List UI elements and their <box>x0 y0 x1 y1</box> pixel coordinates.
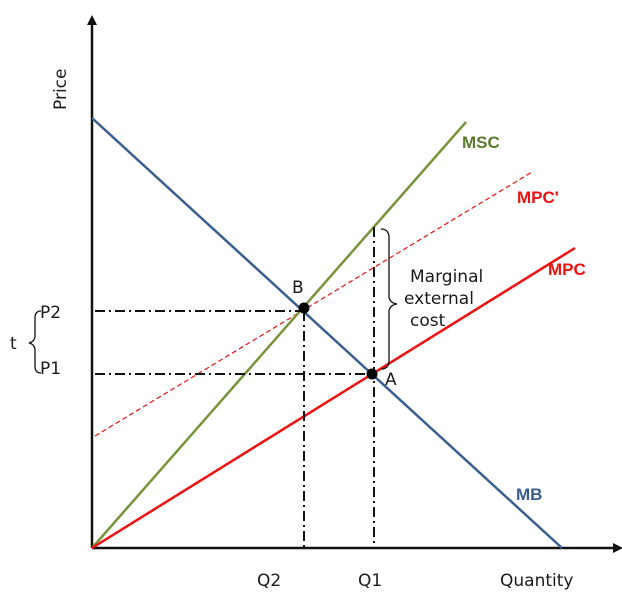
point-a <box>366 368 378 380</box>
annotation-line-1: Marginal <box>410 267 483 287</box>
mb-curve <box>91 117 563 549</box>
mpc-prime-label: MPC' <box>517 188 559 207</box>
msc-curve <box>91 121 467 549</box>
point-b <box>298 302 310 314</box>
mpc-curve <box>91 246 576 550</box>
price-p2-label: P2 <box>40 303 61 323</box>
tax-brace <box>28 310 42 374</box>
y-axis-label: Price <box>51 69 71 110</box>
x-axis-label: Quantity <box>500 571 573 591</box>
annotation-line-2: external <box>404 289 474 309</box>
mpc-label: MPC <box>548 260 586 279</box>
external-cost-brace <box>380 228 398 370</box>
mb-label: MB <box>516 485 542 504</box>
annotation-line-3: cost <box>410 311 446 331</box>
msc-label: MSC <box>462 133 500 152</box>
tax-label: t <box>10 334 17 354</box>
point-b-label: B <box>292 278 304 298</box>
quantity-q2-label: Q2 <box>257 571 281 591</box>
point-a-label: A <box>385 370 397 390</box>
price-p1-label: P1 <box>40 359 61 379</box>
quantity-q1-label: Q1 <box>358 571 382 591</box>
mpc-prime-curve <box>94 171 533 437</box>
